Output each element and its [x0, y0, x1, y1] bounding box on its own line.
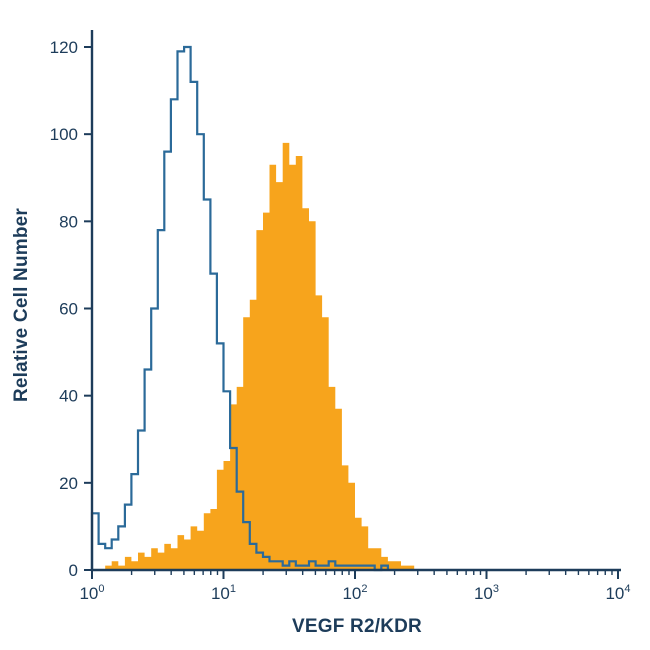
x-tick-label: 104	[605, 583, 630, 603]
y-tick-label: 80	[59, 212, 78, 231]
y-tick-label: 20	[59, 474, 78, 493]
y-tick-label: 100	[50, 125, 78, 144]
x-tick-label: 101	[211, 583, 236, 603]
y-tick-label: 120	[50, 38, 78, 57]
y-axis-title: Relative Cell Number	[11, 207, 32, 403]
x-tick-label: 100	[79, 583, 104, 603]
y-tick-label: 60	[59, 300, 78, 319]
y-tick-label: 0	[69, 561, 78, 580]
x-tick-label: 103	[474, 583, 499, 603]
x-axis-title: VEGF R2/KDR	[292, 616, 422, 637]
control-histogram-curve	[90, 45, 389, 572]
x-tick-label: 102	[342, 583, 367, 603]
y-tick-label: 40	[59, 387, 78, 406]
stained-histogram-area	[105, 142, 415, 570]
